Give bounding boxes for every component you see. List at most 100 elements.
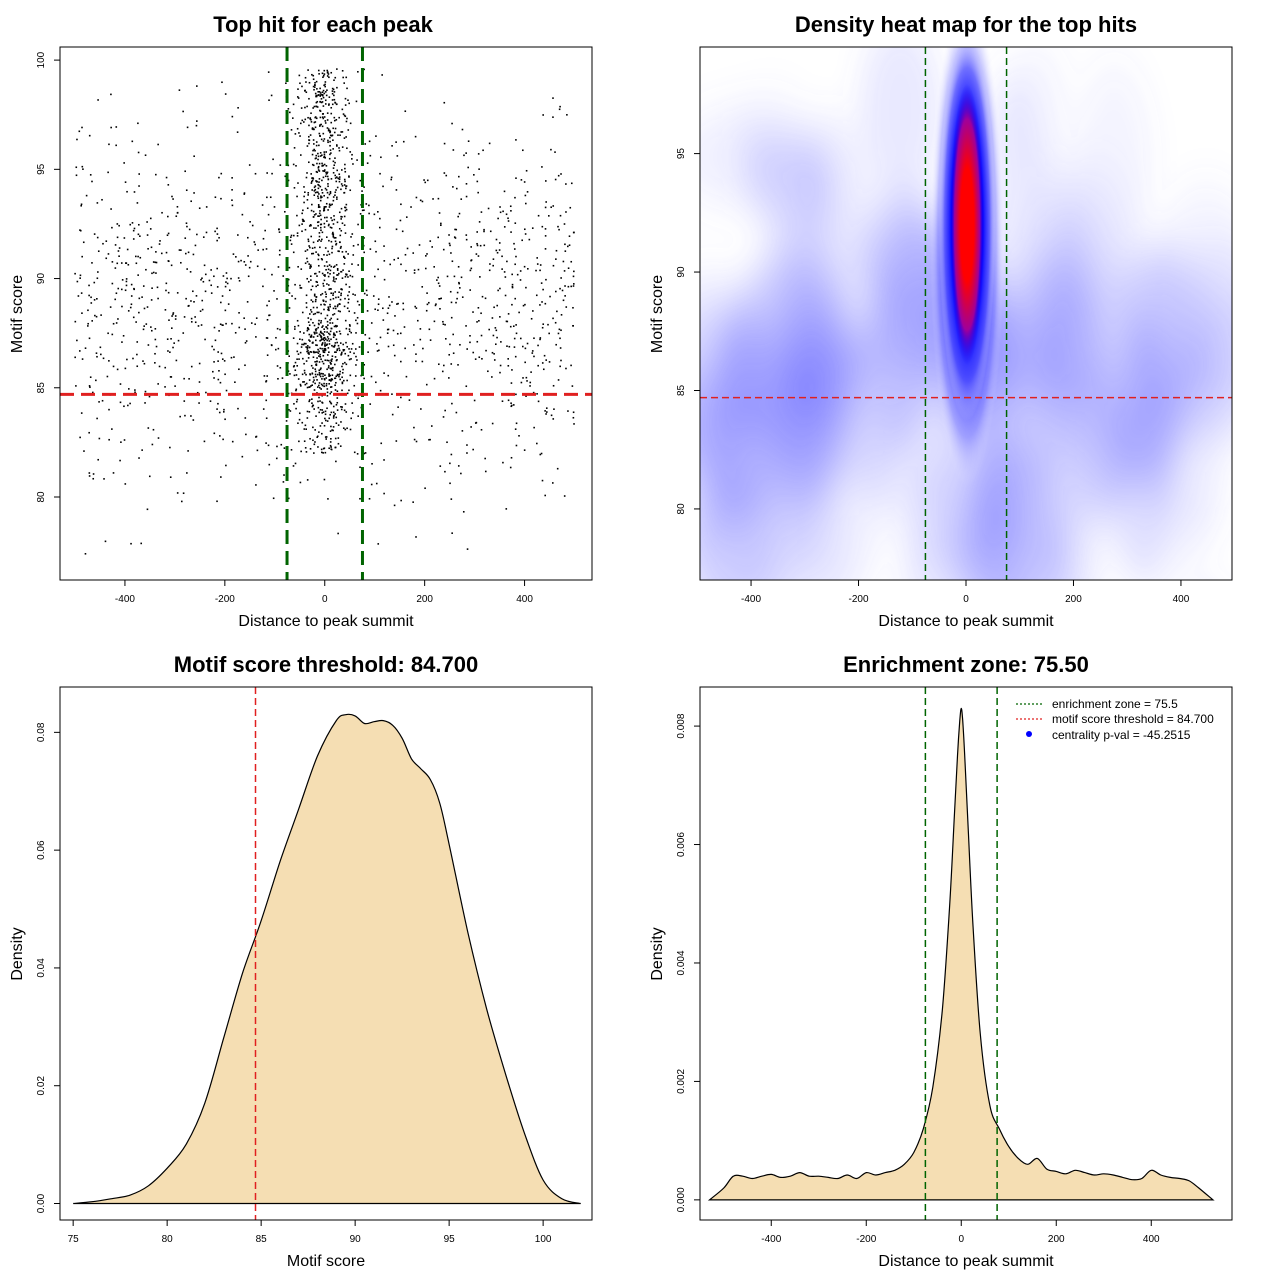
- scatter-point: [329, 149, 332, 151]
- scatter-point: [524, 233, 527, 235]
- scatter-point: [323, 378, 326, 380]
- scatter-point: [213, 377, 215, 379]
- scatter-point: [449, 290, 452, 293]
- scatter-point: [276, 298, 278, 300]
- scatter-point: [266, 172, 268, 174]
- scatter-point: [312, 356, 315, 359]
- scatter-point: [452, 186, 454, 188]
- scatter-point: [524, 202, 527, 205]
- scatter-point: [349, 274, 352, 277]
- scatter-point: [324, 344, 326, 346]
- scatter-point: [165, 289, 167, 292]
- scatter-point: [257, 249, 259, 251]
- scatter-point: [332, 167, 335, 169]
- scatter-point: [126, 358, 128, 361]
- scatter-point: [328, 76, 330, 79]
- scatter-point: [515, 255, 517, 258]
- scatter-point: [337, 304, 339, 306]
- scatter-point: [479, 244, 482, 247]
- scatter-point: [325, 377, 328, 379]
- scatter-point: [337, 437, 340, 439]
- scatter-point: [345, 185, 348, 187]
- scatter-point: [497, 289, 499, 292]
- scatter-point: [344, 97, 347, 100]
- scatter-point: [323, 206, 326, 208]
- scatter-point: [327, 209, 329, 211]
- scatter-point: [311, 405, 314, 408]
- scatter-point: [244, 364, 246, 367]
- scatter-point: [157, 143, 159, 146]
- scatter-point: [314, 126, 317, 129]
- scatter-point: [110, 93, 112, 96]
- scatter-point: [185, 297, 187, 300]
- scatter-point: [347, 129, 350, 131]
- scatter-point: [510, 210, 512, 212]
- scatter-point: [317, 195, 319, 198]
- scatter-point: [183, 316, 186, 318]
- scatter-point: [218, 236, 220, 239]
- scatter-point: [251, 224, 254, 227]
- scatter-point: [330, 411, 333, 414]
- scatter-point: [297, 97, 300, 99]
- scatter-point: [88, 294, 90, 297]
- scatter-point: [337, 532, 339, 535]
- scatter-point: [347, 276, 349, 278]
- scatter-point: [484, 470, 487, 473]
- scatter-point: [117, 287, 120, 290]
- scatter-point: [350, 236, 352, 238]
- scatter-point: [323, 339, 326, 342]
- scatter-point: [314, 92, 317, 95]
- scatter-point: [188, 228, 191, 231]
- scatter-point: [520, 179, 523, 181]
- scatter-point: [324, 247, 327, 249]
- scatter-point: [563, 495, 566, 497]
- scatter-point: [444, 470, 446, 473]
- scatter-point: [341, 251, 344, 253]
- scatter-point: [203, 440, 206, 443]
- scatter-point: [324, 83, 326, 86]
- scatter-point: [167, 291, 170, 294]
- enrichment-zone-lines: [924, 687, 998, 1220]
- scatter-point: [312, 149, 314, 152]
- scatter-point: [324, 349, 327, 351]
- scatter-point: [80, 204, 82, 207]
- scatter-point: [334, 344, 336, 347]
- scatter-point: [315, 170, 318, 173]
- scatter-point: [507, 364, 510, 367]
- scatter-point: [315, 339, 317, 342]
- scatter-point: [279, 328, 281, 331]
- scatter-point: [499, 211, 502, 214]
- scatter-point: [310, 265, 312, 268]
- scatter-point: [121, 305, 123, 308]
- scatter-point: [498, 242, 501, 244]
- scatter-point: [335, 118, 338, 121]
- scatter-point: [439, 307, 441, 310]
- scatter-point: [306, 260, 309, 263]
- scatter-point: [415, 307, 418, 309]
- scatter-point: [177, 339, 180, 342]
- scatter-point: [510, 231, 512, 233]
- scatter-point: [349, 428, 352, 431]
- scatter-point: [308, 139, 311, 142]
- scatter-point: [345, 120, 348, 123]
- scatter-point: [231, 199, 233, 201]
- scatter-point: [322, 333, 324, 335]
- scatter-point: [210, 269, 212, 271]
- scatter-point: [149, 228, 152, 230]
- scatter-point: [307, 352, 309, 354]
- scatter-point: [341, 376, 343, 379]
- scatter-point: [390, 176, 393, 179]
- scatter-point: [323, 424, 326, 427]
- scatter-point: [326, 283, 328, 285]
- scatter-point: [180, 261, 182, 264]
- scatter-point: [495, 238, 498, 241]
- scatter-point: [152, 271, 155, 274]
- scatter-point: [324, 275, 326, 277]
- scatter-point: [327, 73, 330, 75]
- scatter-point: [328, 223, 330, 226]
- scatter-point: [323, 378, 326, 381]
- scatter-point: [323, 226, 326, 228]
- scatter-point: [352, 254, 355, 256]
- scatter-point: [397, 257, 399, 260]
